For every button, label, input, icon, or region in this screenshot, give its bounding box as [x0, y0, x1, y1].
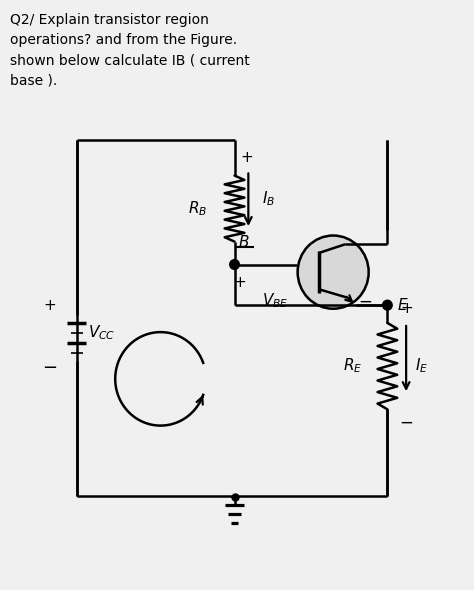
Text: $-$: $-$ — [358, 292, 372, 310]
Text: $I_E$: $I_E$ — [415, 357, 428, 375]
Text: $I_B$: $I_B$ — [262, 189, 275, 208]
Text: $V_{BE}$: $V_{BE}$ — [262, 291, 288, 310]
Circle shape — [230, 260, 239, 269]
Text: Q2/ Explain transistor region
operations? and from the Figure.
shown below calcu: Q2/ Explain transistor region operations… — [10, 13, 250, 87]
Text: $+$: $+$ — [43, 298, 56, 313]
Text: $+$: $+$ — [400, 301, 413, 316]
Text: $R_E$: $R_E$ — [343, 357, 362, 375]
Circle shape — [298, 235, 369, 309]
Circle shape — [383, 300, 392, 310]
Text: $+$: $+$ — [240, 150, 254, 165]
Text: $V_{CC}$: $V_{CC}$ — [88, 324, 115, 342]
Text: $-$: $-$ — [42, 357, 57, 375]
Text: $-$: $-$ — [399, 413, 413, 431]
Text: $E$: $E$ — [397, 297, 409, 313]
Text: $R_B$: $R_B$ — [188, 199, 207, 218]
Text: $+$: $+$ — [233, 275, 246, 290]
Text: $B$: $B$ — [237, 234, 249, 250]
